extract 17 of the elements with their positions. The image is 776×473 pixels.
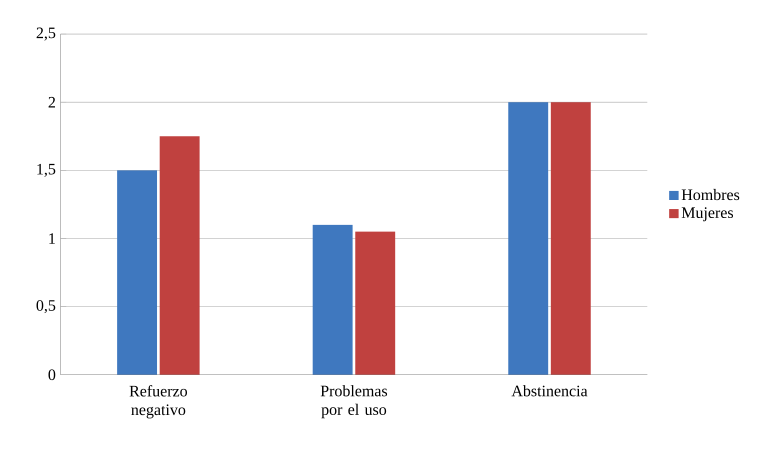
bar: [117, 170, 158, 375]
x-tick-label: Abstinencia: [512, 385, 588, 396]
y-tick-label: 2: [48, 96, 55, 108]
bar: [160, 136, 200, 375]
y-tick-label: 1,5: [37, 164, 56, 177]
bar: [355, 232, 396, 375]
y-tick-label: 2,5: [36, 27, 56, 41]
x-tick-label: Refuerzo negativo: [130, 385, 188, 418]
y-tick-label: 0,5: [36, 300, 56, 314]
legend-label: Mujeres: [682, 207, 734, 222]
bar: [550, 102, 591, 375]
y-tick-label: 0: [48, 369, 56, 380]
bar: [508, 102, 548, 375]
legend-label: Hombres: [682, 188, 740, 200]
y-tick-label: 1: [49, 233, 55, 244]
x-tick-label: Problemas por el uso: [320, 385, 388, 418]
bar: [312, 224, 353, 375]
